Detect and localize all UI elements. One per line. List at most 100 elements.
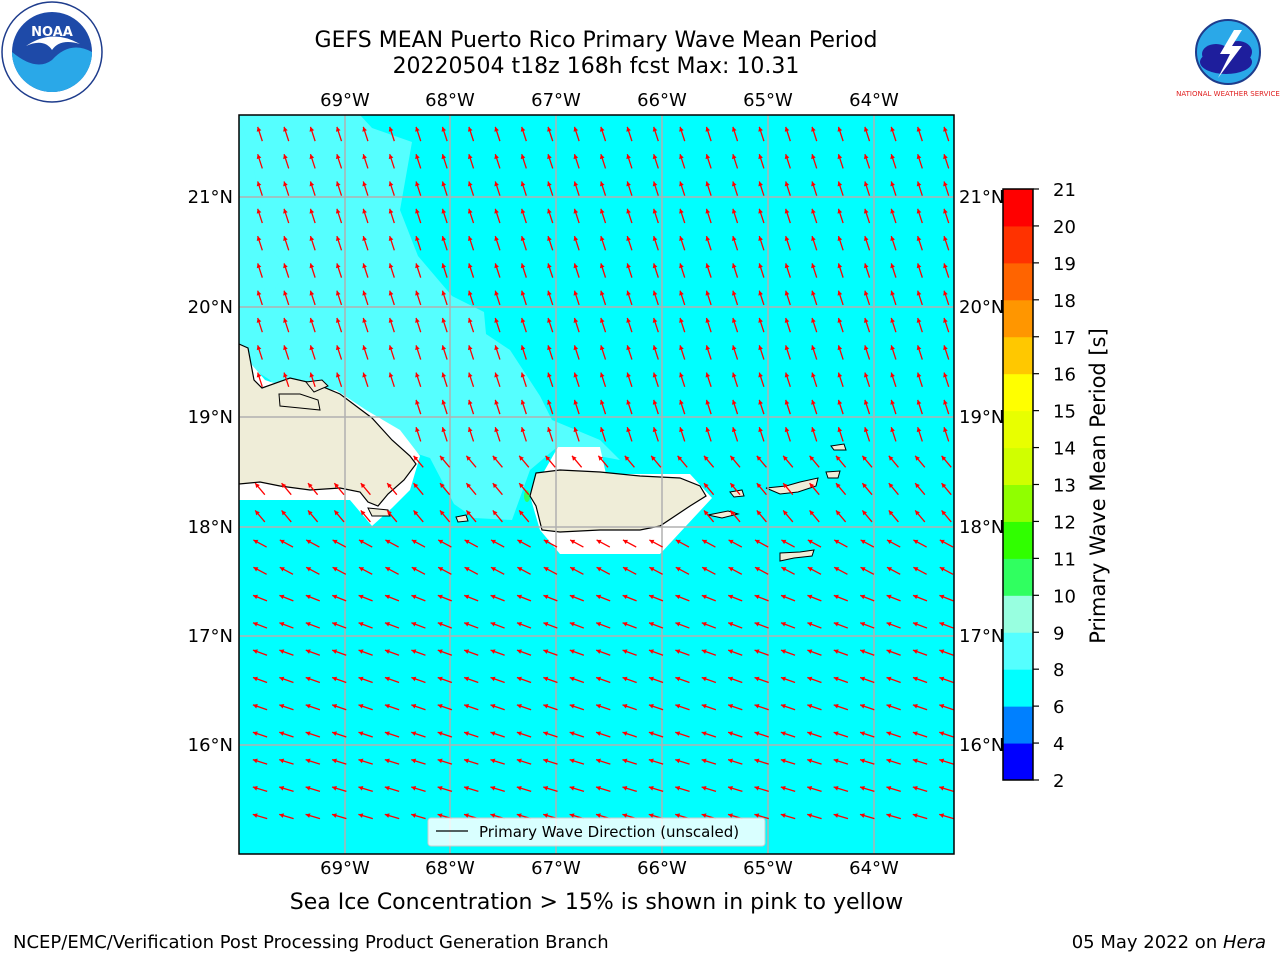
wave-arrow-301 — [679, 426, 686, 442]
wave-arrow-440 — [543, 594, 558, 602]
lon-labels-bottom: 69°W 68°W 67°W 66°W 65°W 64°W — [320, 858, 899, 879]
wave-period-8-9-region — [239, 115, 620, 520]
wave-arrow-109 — [283, 235, 290, 251]
wave-arrow-629 — [543, 785, 558, 793]
colorbar-tick-label-16: 21 — [1053, 180, 1076, 201]
wave-arrow-550 — [595, 704, 611, 711]
lat-label-left-0: 21°N — [188, 187, 233, 208]
wave-arrow-243 — [256, 372, 263, 388]
wave-arrow-300 — [652, 426, 659, 442]
wave-arrow-485 — [305, 649, 321, 656]
wave-arrow-272 — [467, 399, 475, 415]
lat-label-left-5: 16°N — [188, 735, 233, 756]
wave-arrow-455 — [939, 594, 954, 602]
wave-arrow-28 — [283, 153, 290, 169]
wave-arrow-401 — [939, 539, 954, 548]
wave-arrow-567 — [331, 731, 347, 738]
credit-branch: NCEP/EMC/Verification Post Processing Pr… — [13, 932, 609, 953]
wave-arrow-307 — [837, 426, 844, 442]
wave-arrow-303 — [731, 426, 739, 442]
wave-arrow-580 — [675, 731, 690, 738]
credit-host: Hera — [1222, 932, 1266, 953]
wave-arrow-603 — [569, 758, 585, 765]
wave-arrow-145 — [520, 263, 527, 278]
wave-arrow-70 — [679, 181, 686, 196]
wave-arrow-211 — [837, 317, 844, 333]
wave-arrow-105 — [890, 208, 897, 224]
wave-arrow-179 — [705, 290, 712, 306]
wave-arrow-554 — [701, 704, 717, 711]
wave-arrow-100 — [758, 208, 765, 224]
wave-arrow-262 — [758, 372, 765, 388]
wave-arrow-34 — [441, 153, 448, 169]
legend-label: Primary Wave Direction (unscaled) — [479, 823, 739, 841]
wave-arrow-645 — [252, 813, 268, 820]
wave-arrow-445 — [675, 594, 690, 602]
wave-arrow-595 — [358, 758, 373, 765]
wave-arrow-631 — [595, 785, 611, 793]
wave-arrow-646 — [279, 813, 294, 820]
wave-arrow-46 — [758, 153, 765, 169]
wave-arrow-126 — [731, 235, 739, 251]
wave-arrow-86 — [388, 208, 395, 224]
colorbar-segment-5 — [1003, 558, 1033, 596]
wave-arrow-597 — [411, 758, 426, 765]
wave-arrow-78 — [890, 181, 897, 196]
wave-arrow-107 — [943, 208, 950, 224]
wave-arrow-349 — [835, 482, 847, 496]
wave-arrow-169 — [441, 290, 448, 306]
wave-arrow-27 — [256, 153, 263, 169]
wave-arrow-533 — [859, 676, 875, 684]
wave-arrow-619 — [279, 785, 294, 793]
wave-arrow-438 — [490, 594, 505, 602]
wave-arrow-450 — [807, 594, 822, 602]
wave-arrow-592 — [279, 758, 294, 765]
lat-label-left-3: 18°N — [188, 517, 233, 538]
land-saona — [367, 507, 391, 517]
wave-arrow-54 — [256, 181, 263, 196]
wave-arrow-503 — [780, 649, 796, 656]
wave-arrow-93 — [573, 208, 580, 224]
wave-arrow-168 — [415, 290, 422, 306]
wave-arrow-573 — [490, 731, 505, 738]
wave-arrow-174 — [573, 290, 580, 306]
wave-arrow-89 — [467, 208, 475, 224]
wave-arrow-456 — [252, 622, 268, 629]
wave-arrow-473 — [701, 622, 717, 629]
wave-arrow-240 — [890, 345, 897, 360]
lat-label-left-1: 20°N — [188, 297, 233, 318]
wave-arrow-365 — [703, 510, 715, 523]
wave-arrow-651 — [411, 813, 426, 820]
wave-arrow-118 — [520, 235, 527, 251]
wave-arrow-186 — [890, 290, 897, 306]
wave-arrow-316 — [518, 455, 530, 468]
wave-arrow-394 — [754, 539, 769, 548]
wave-arrow-425 — [860, 566, 875, 575]
wave-arrow-637 — [754, 785, 769, 793]
wave-arrow-260 — [705, 372, 712, 388]
wave-arrow-22 — [837, 126, 844, 142]
wave-arrow-119 — [547, 235, 554, 251]
wave-arrow-620 — [305, 785, 321, 793]
wave-arrow-436 — [437, 594, 453, 602]
lat-label-right-1: 20°N — [959, 297, 1004, 318]
lat-label-right-4: 17°N — [959, 626, 1004, 647]
wave-arrow-434 — [384, 594, 400, 602]
wave-arrow-364 — [518, 510, 530, 523]
wave-arrow-51 — [890, 153, 897, 169]
wave-arrow-634 — [675, 785, 690, 793]
wave-arrow-420 — [728, 566, 743, 575]
wave-arrow-356 — [307, 510, 319, 523]
wave-arrow-557 — [780, 704, 796, 711]
wave-arrow-257 — [626, 372, 633, 388]
wave-arrow-471 — [648, 622, 664, 629]
lat-label-right-2: 19°N — [959, 407, 1004, 428]
wave-arrow-482 — [939, 622, 954, 629]
colorbar-segment-1 — [1003, 706, 1033, 744]
wave-arrow-432 — [331, 594, 347, 602]
wave-arrow-176 — [626, 290, 633, 306]
wave-arrow-642 — [886, 785, 901, 793]
wave-arrow-38 — [547, 153, 554, 169]
lat-label-left-4: 17°N — [188, 626, 233, 647]
wave-arrow-269 — [943, 372, 950, 388]
